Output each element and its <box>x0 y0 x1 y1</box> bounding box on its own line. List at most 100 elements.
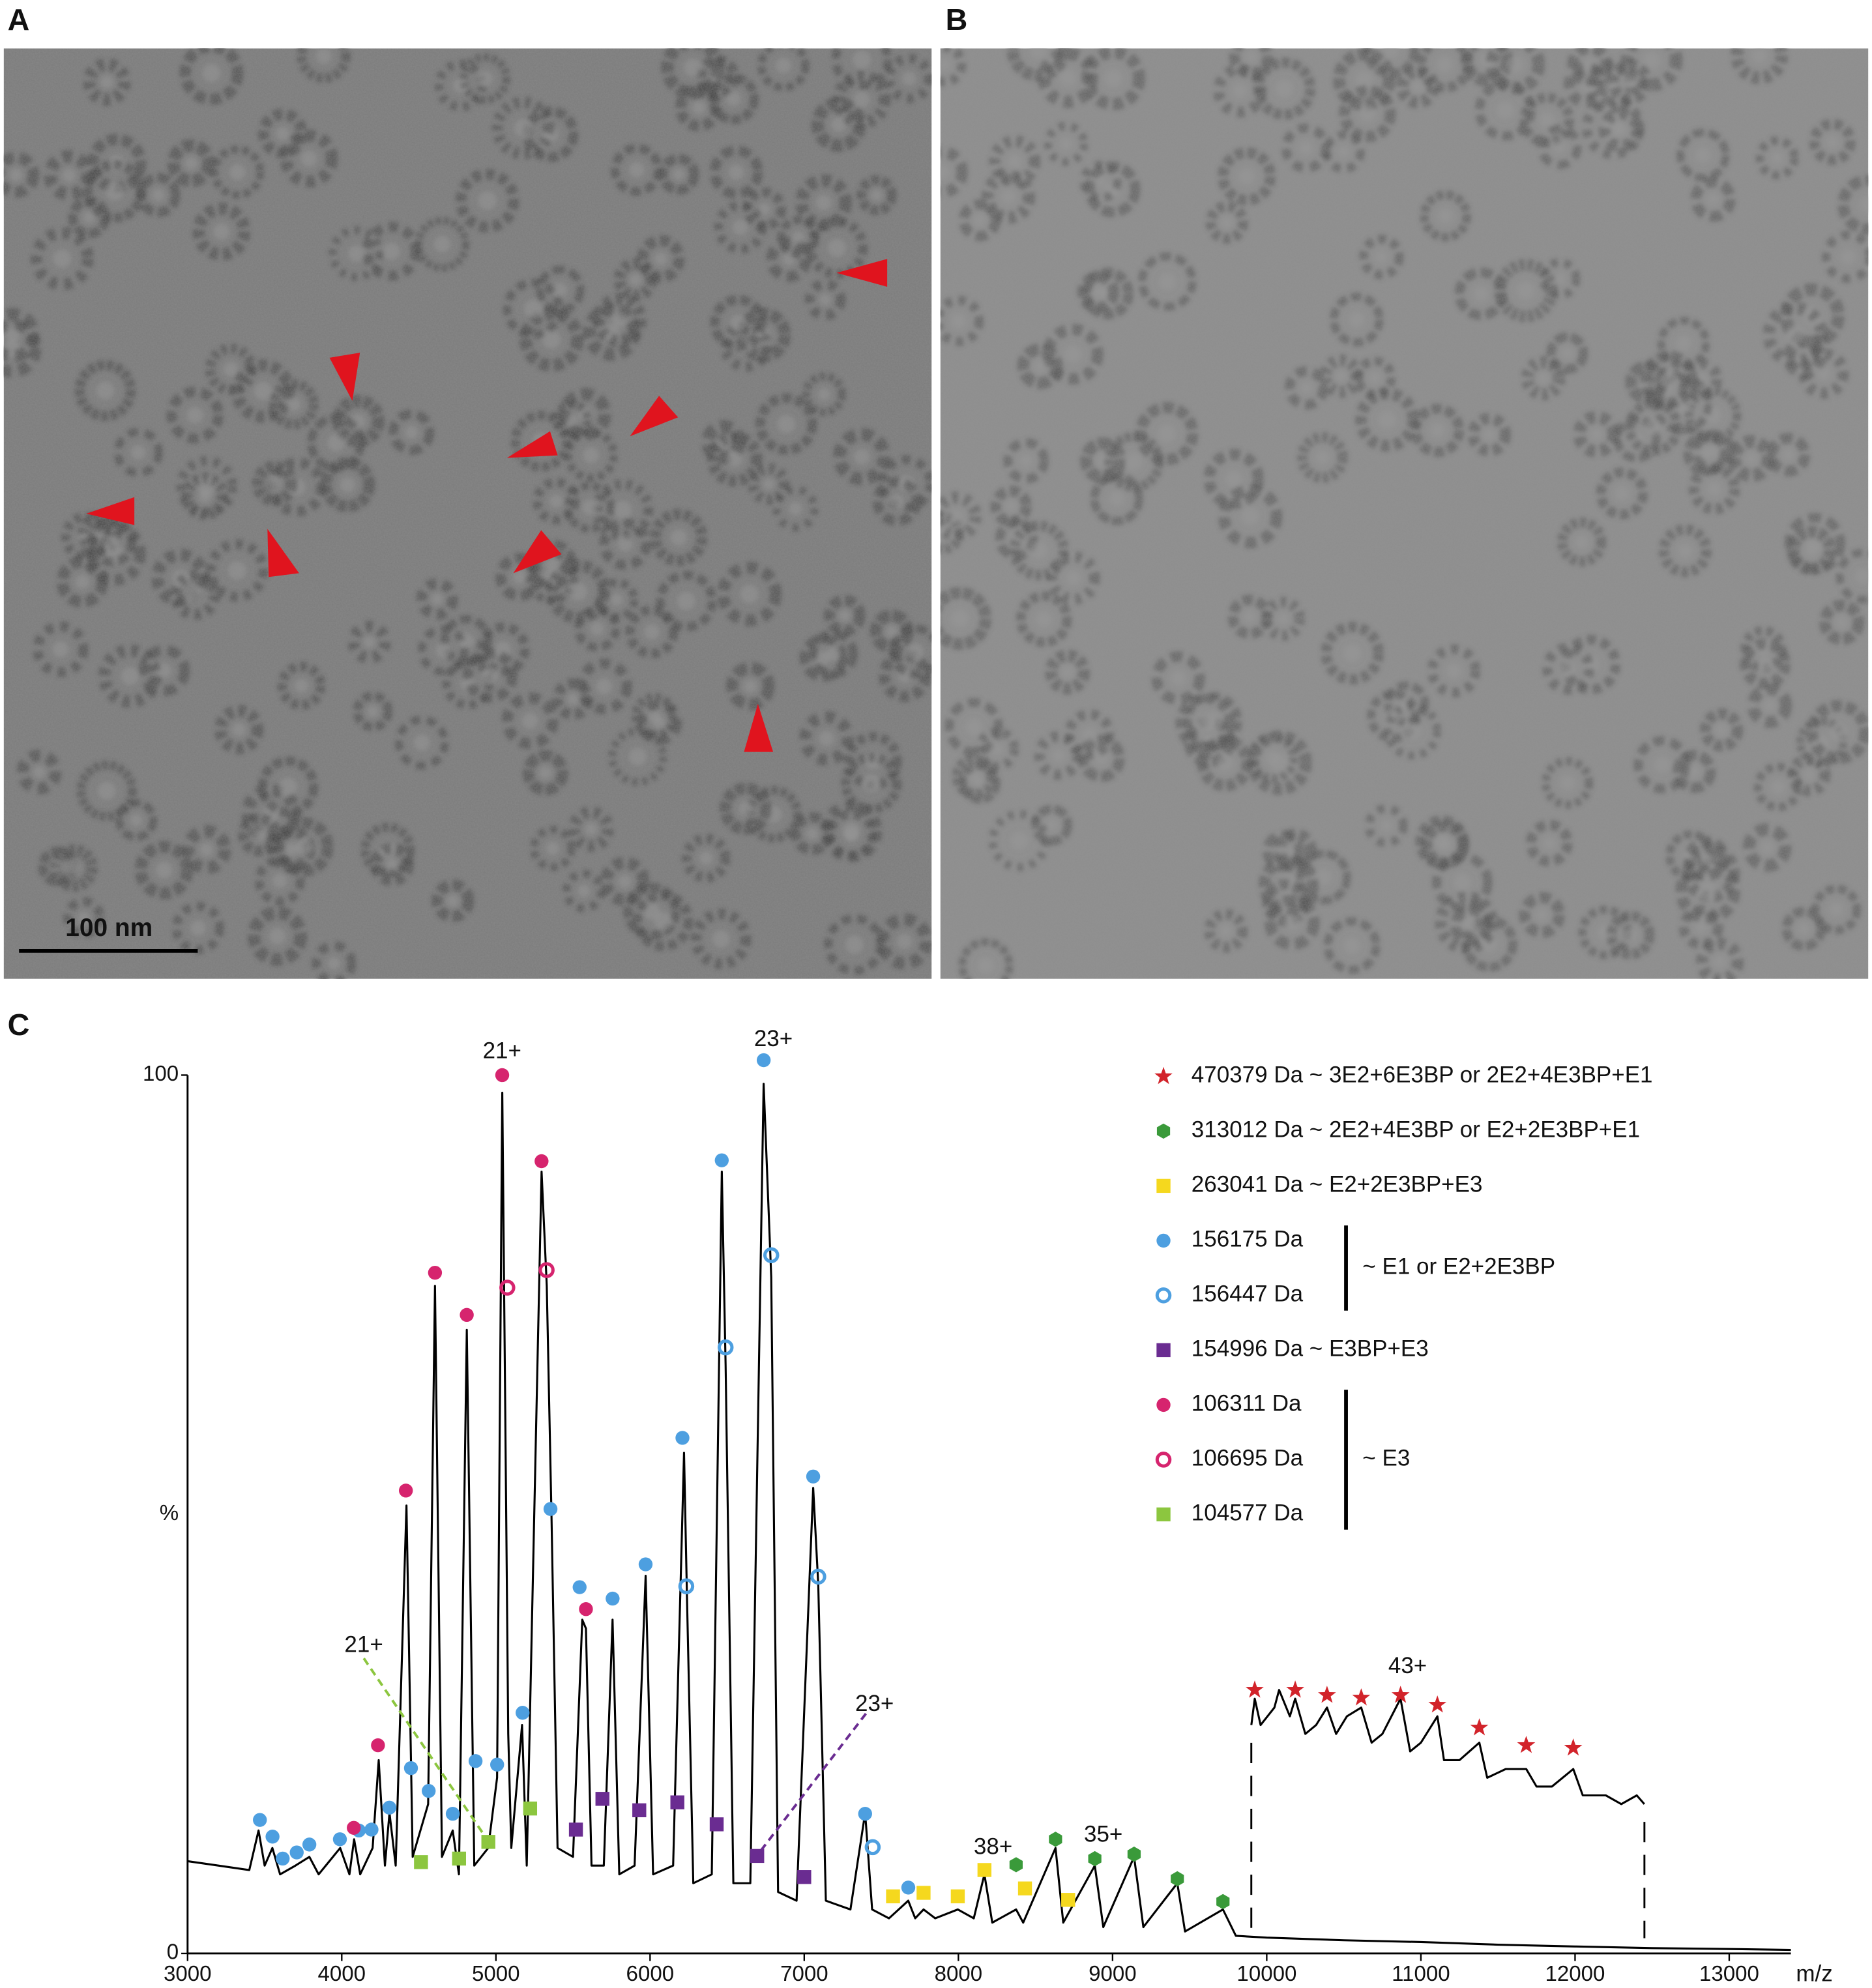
y-axis-label: % <box>160 1501 179 1525</box>
legend-marker <box>1154 1066 1173 1085</box>
peak-marker <box>717 1339 734 1356</box>
peak-marker <box>481 1835 495 1849</box>
legend-marker <box>1156 1178 1171 1193</box>
peak-marker <box>1318 1686 1336 1703</box>
legend-label: 154996 Da ~ E3BP+E3 <box>1192 1336 1429 1362</box>
peak-marker <box>332 1832 347 1847</box>
peak-marker <box>1088 1850 1102 1867</box>
legend-label: 104577 Da <box>1192 1500 1304 1526</box>
peak-marker <box>864 1839 881 1856</box>
peak-marker <box>1564 1738 1583 1756</box>
x-tick-label: 13000 <box>1699 1962 1759 1986</box>
arrowhead <box>744 703 774 752</box>
legend-marker <box>1156 1397 1171 1412</box>
peak-marker <box>534 1154 549 1169</box>
peak-marker <box>289 1845 304 1860</box>
peak-marker <box>950 1889 965 1904</box>
legend-marker <box>1156 1343 1171 1358</box>
peak-marker <box>886 1889 900 1904</box>
peak-marker <box>495 1068 510 1083</box>
annotation: 23+ <box>855 1691 894 1716</box>
peak-marker <box>538 1262 555 1278</box>
peak-marker <box>606 1591 620 1606</box>
peak-marker <box>901 1880 916 1895</box>
x-tick-label: 8000 <box>935 1962 983 1986</box>
x-tick-label: 12000 <box>1545 1962 1605 1986</box>
legend-group-label: ~ E1 or E2+2E3BP <box>1362 1254 1555 1279</box>
arrowhead <box>86 497 135 525</box>
peak-marker <box>347 1820 361 1835</box>
peak-marker <box>1391 1686 1410 1703</box>
peak-marker <box>675 1431 690 1445</box>
peak-marker <box>670 1795 684 1809</box>
peak-marker <box>1009 1857 1023 1873</box>
legend-label: 156447 Da <box>1192 1281 1304 1307</box>
peak-marker <box>638 1557 653 1571</box>
peak-marker <box>445 1807 460 1821</box>
peak-marker <box>1517 1736 1536 1753</box>
peak-marker <box>810 1568 826 1585</box>
peak-marker <box>490 1757 505 1772</box>
peak-marker <box>1352 1688 1371 1706</box>
peak-marker <box>452 1851 466 1866</box>
legend-group-label: ~ E3 <box>1362 1446 1410 1471</box>
peak-marker <box>253 1813 267 1827</box>
legend-label: 106695 Da <box>1192 1446 1304 1471</box>
peak-marker <box>977 1863 992 1877</box>
scale-bar-label: 100 nm <box>65 914 153 942</box>
annotation: 35+ <box>1084 1822 1122 1847</box>
peak-marker <box>572 1580 587 1594</box>
peak-marker <box>709 1817 724 1832</box>
peak-marker <box>1049 1832 1062 1847</box>
grain-a <box>3 48 932 979</box>
arrowhead <box>630 396 679 437</box>
x-tick-label: 5000 <box>472 1962 520 1986</box>
peak-marker <box>858 1807 872 1821</box>
peak-marker <box>276 1851 290 1866</box>
legend-marker <box>1156 1123 1171 1139</box>
legend-label: 263041 Da ~ E2+2E3BP+E3 <box>1192 1172 1483 1197</box>
arrowheads <box>86 259 888 752</box>
peak-marker <box>516 1706 530 1720</box>
peak-marker <box>1470 1718 1489 1736</box>
peak-marker <box>806 1469 821 1484</box>
y-tick-label: 100 <box>143 1062 179 1086</box>
peak-marker <box>403 1761 418 1776</box>
peak-marker <box>543 1502 558 1516</box>
peak-marker <box>1286 1680 1305 1698</box>
peak-marker <box>763 1247 780 1263</box>
peak-marker <box>1428 1695 1447 1713</box>
peak-marker <box>568 1822 583 1837</box>
legend-label: 313012 Da ~ 2E2+4E3BP or E2+2E3BP+E1 <box>1192 1117 1640 1143</box>
annotation-line <box>362 1658 490 1842</box>
arrowhead <box>836 259 888 287</box>
peak-marker <box>1171 1871 1184 1887</box>
x-tick-label: 3000 <box>164 1962 212 1986</box>
peak-marker <box>678 1578 695 1594</box>
peak-marker <box>756 1053 771 1068</box>
y-tick-label: 0 <box>167 1940 179 1965</box>
arrowhead <box>267 529 299 577</box>
x-tick-label: 10000 <box>1236 1962 1296 1986</box>
annotation: 23+ <box>754 1026 793 1051</box>
legend-marker <box>1156 1233 1171 1248</box>
peak-marker <box>422 1783 436 1798</box>
peak-marker <box>364 1822 379 1837</box>
peak-marker <box>468 1754 483 1768</box>
inset-trace <box>1250 1689 1645 1805</box>
peak-marker <box>1216 1893 1230 1910</box>
peak-marker <box>499 1279 516 1296</box>
spectrum-chart: 3000 4000 5000 6000 7000 8000 9000 10000 11000 12… <box>143 1026 1833 1986</box>
peak-marker <box>428 1265 443 1280</box>
peak-marker <box>1246 1680 1264 1698</box>
legend-label: 470379 Da ~ 3E2+6E3BP or 2E2+4E3BP+E1 <box>1192 1062 1653 1088</box>
peak-marker <box>523 1801 538 1816</box>
spectrum-trace <box>187 1083 1791 1951</box>
peak-marker <box>371 1738 385 1753</box>
arrowhead <box>513 530 562 574</box>
grain-b <box>940 48 1869 979</box>
legend-label: 106311 Da <box>1192 1391 1302 1416</box>
x-tick-label: 11000 <box>1392 1962 1450 1986</box>
x-tick-label: 4000 <box>318 1962 366 1986</box>
